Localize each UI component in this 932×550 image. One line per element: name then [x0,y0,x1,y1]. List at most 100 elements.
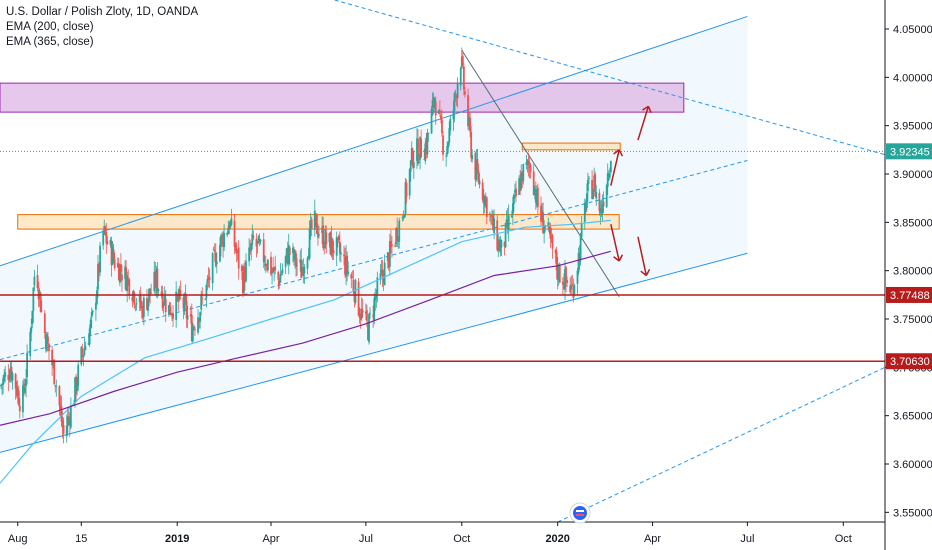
candle-body [527,161,530,166]
price-axis[interactable]: 3.550003.600003.650003.700003.750003.800… [885,24,932,519]
candle-body [46,333,48,352]
candle-body [599,208,602,214]
candle-body [264,263,267,267]
candle-body [245,261,247,281]
candle-body [369,312,371,314]
candle-body [147,299,149,311]
long-down-trend-line [334,0,886,156]
candle-body [335,237,338,256]
candle-body [526,160,529,164]
candle-body [535,189,538,206]
candle-body [23,383,25,392]
candle-body [477,170,480,183]
candle-body [24,387,26,393]
candle-body [367,323,369,341]
candle-body [241,271,244,294]
ema200-legend[interactable]: EMA (200, close) [6,21,94,33]
candle-body [84,346,87,350]
candle-body [374,296,377,301]
candle-body [394,245,396,247]
y-tick-label: 3.60000 [893,459,932,471]
candle-body [303,267,306,274]
candle-body [391,244,393,247]
candle-body [529,164,532,172]
candle-body [433,98,436,108]
candle-body [192,327,195,329]
candle-body [22,385,24,413]
candle-body [386,252,389,262]
candle-body [602,201,605,207]
candle-body [250,243,253,252]
ema365-legend[interactable]: EMA (365, close) [6,36,94,48]
candle-body [481,182,484,200]
candle-body [82,355,85,358]
candle-body [230,218,233,225]
candle-body [540,205,542,222]
candle-body [317,232,319,238]
candle-body [67,416,70,418]
candle-body [410,147,413,163]
candle-body [528,166,531,168]
candle-body [0,384,2,387]
candle-body [171,313,173,316]
candle-body [440,115,442,120]
candle-body [184,293,187,303]
candle-body [102,230,105,246]
candle-body [97,264,99,290]
candle-body [551,234,554,249]
candle-body [252,235,255,239]
symbol-title[interactable]: U.S. Dollar / Polish Zloty, 1D, OANDA [6,6,199,18]
candle-body [452,110,455,120]
time-axis[interactable]: Aug 15 2019 Apr Jul Oct 2020 Apr Jul Oct [8,522,852,545]
candle-body [534,191,537,203]
candle-body [455,95,458,99]
candle-body [453,93,456,111]
candle-body [489,213,491,215]
candle-body [104,226,107,235]
candle-body [601,204,604,214]
candle-body [460,56,463,67]
candle-body [593,175,596,189]
candle-body [525,162,528,165]
x-tick-label: Oct [453,533,470,545]
x-tick-label: 2019 [165,533,189,545]
candle-body [300,259,303,278]
candle-body [469,118,472,132]
candle-body [339,252,342,255]
tradingview-logo[interactable] [569,502,591,524]
candle-body [91,310,94,313]
candle-body [484,198,487,200]
candle-body [61,420,64,428]
candle-body [543,228,546,234]
candle-body [434,101,437,116]
candle-body [449,118,452,131]
candle-body [383,262,386,286]
candle-body [281,269,284,273]
long-up-trend-line [557,366,886,523]
candle-body [201,297,204,299]
candle-body [1,384,3,386]
candle-body [561,281,564,285]
candle-body [288,247,291,255]
candle-body [263,263,266,265]
candle-body [331,238,334,253]
candle-body [442,135,444,155]
candle-body [51,349,54,366]
candle-body [592,189,595,200]
candle-body [496,220,499,250]
candle-body [262,239,265,263]
candle-body [271,270,273,273]
candle-body [556,267,559,280]
candle-body [542,212,544,234]
candle-body [519,180,522,191]
candle-body [330,237,333,256]
candle-body [169,302,171,315]
candle-body [204,298,207,300]
candle-body [352,279,355,291]
x-tick-label: Jul [359,533,373,545]
candle-body [198,319,200,322]
candle-body [607,175,610,177]
candle-body [199,312,202,322]
candle-body [270,256,272,275]
